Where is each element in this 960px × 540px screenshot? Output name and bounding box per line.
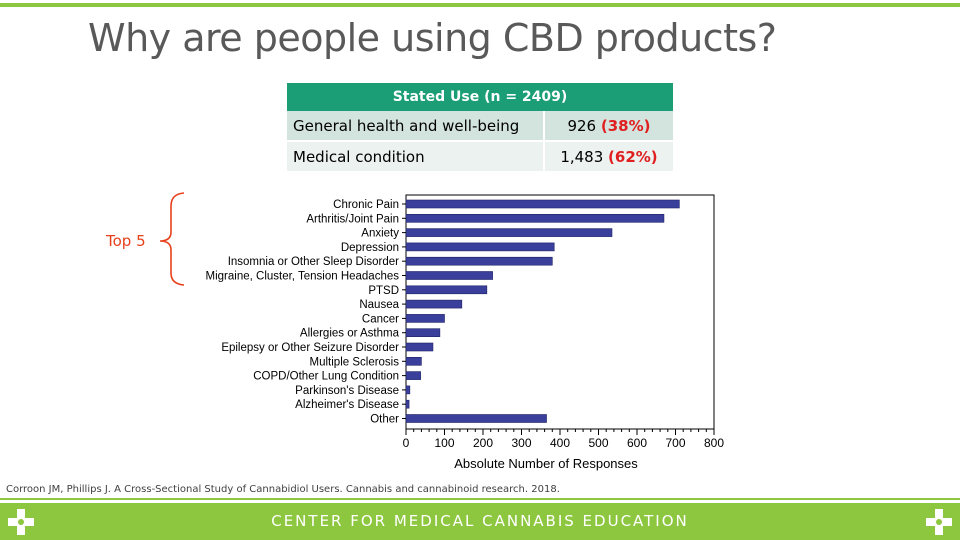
x-tick-label: 300 [511, 436, 531, 450]
stated-use-header: Stated Use (n = 2409) [287, 83, 673, 111]
x-tick-label: 500 [588, 436, 608, 450]
row-count: 1,483 [560, 147, 604, 166]
y-tick-label: Anxiety [361, 228, 399, 240]
table-row: General health and well-being 926 (38%) [287, 111, 673, 142]
citation-text: Corroon JM, Phillips J. A Cross-Sectiona… [6, 484, 560, 495]
footer-bar: CENTER FOR MEDICAL CANNABIS EDUCATION [0, 503, 960, 540]
y-tick-label: Migraine, Cluster, Tension Headaches [206, 271, 400, 283]
x-tick-label: 0 [403, 436, 410, 450]
cross-leaf-logo-icon [8, 509, 34, 535]
cross-leaf-logo-icon [926, 509, 952, 535]
y-tick-label: Depression [341, 242, 399, 254]
x-tick-label: 800 [704, 436, 724, 450]
y-tick-label: Other [370, 414, 399, 426]
row-label: General health and well-being [287, 111, 544, 142]
y-tick-label: Nausea [359, 299, 399, 311]
y-tick-label: Allergies or Asthma [300, 328, 400, 340]
x-tick-label: 400 [550, 436, 570, 450]
top5-label: Top 5 [106, 232, 146, 250]
x-tick-label: 200 [473, 436, 493, 450]
x-tick-label: 100 [434, 436, 454, 450]
y-tick-label: Insomnia or Other Sleep Disorder [228, 256, 399, 268]
y-tick-label: Cancer [362, 313, 399, 325]
row-percent: (38%) [600, 116, 651, 135]
row-count: 926 [567, 116, 597, 135]
y-tick-label: COPD/Other Lung Condition [253, 371, 399, 383]
y-tick-label: PTSD [368, 285, 399, 297]
row-percent: (62%) [608, 147, 658, 166]
x-axis-label: Absolute Number of Responses [454, 456, 638, 471]
stated-use-table: Stated Use (n = 2409) General health and… [287, 83, 673, 171]
y-tick-label: Parkinson's Disease [295, 385, 399, 397]
y-tick-label: Arthritis/Joint Pain [306, 213, 399, 225]
footer-accent-rule [0, 498, 960, 500]
row-value: 1,483 (62%) [543, 141, 673, 171]
table-row: Medical condition 1,483 (62%) [287, 141, 673, 171]
top-accent-rule [0, 3, 960, 7]
y-tick-label: Epilepsy or Other Seizure Disorder [221, 342, 399, 354]
curly-brace-shape [159, 192, 185, 286]
slide-title: Why are people using CBD products? [88, 16, 777, 60]
row-value: 926 (38%) [543, 111, 673, 142]
y-tick-label: Multiple Sclerosis [310, 356, 400, 368]
y-tick-label: Alzheimer's Disease [295, 399, 399, 411]
footer-title: CENTER FOR MEDICAL CANNABIS EDUCATION [271, 512, 689, 530]
x-tick-label: 600 [627, 436, 647, 450]
x-tick-label: 700 [665, 436, 685, 450]
y-tick-label: Chronic Pain [333, 199, 399, 211]
row-label: Medical condition [287, 141, 544, 171]
